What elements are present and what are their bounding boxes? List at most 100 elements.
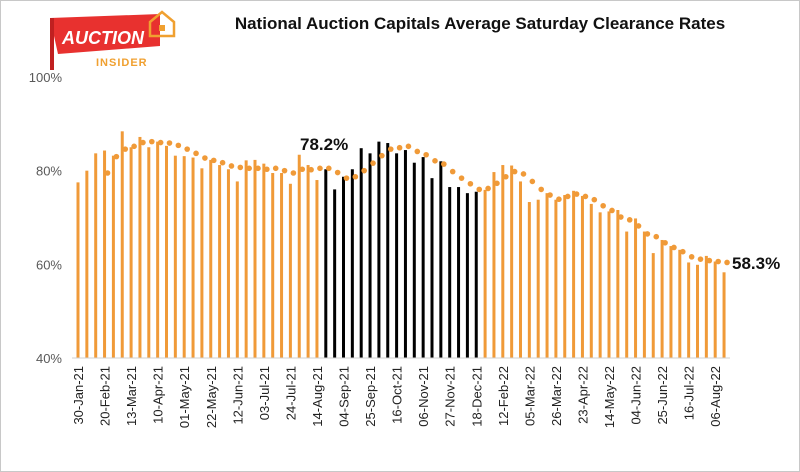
bar bbox=[350, 169, 354, 358]
bar bbox=[483, 189, 487, 358]
bar bbox=[519, 181, 522, 358]
bar bbox=[200, 168, 204, 358]
bar bbox=[103, 150, 107, 358]
trend-dot bbox=[573, 191, 580, 197]
trend-dot bbox=[175, 142, 182, 149]
bar bbox=[368, 153, 372, 358]
x-tick-label: 12-Jun-21 bbox=[230, 366, 245, 425]
bar bbox=[173, 155, 177, 358]
x-tick-label: 16-Jul-22 bbox=[682, 366, 697, 420]
x-tick-label: 10-Apr-21 bbox=[151, 366, 166, 424]
trend-dot bbox=[193, 150, 199, 157]
bars bbox=[76, 131, 726, 358]
y-tick-label: 80% bbox=[36, 164, 62, 179]
bar bbox=[288, 183, 292, 358]
bar bbox=[501, 165, 505, 358]
bar bbox=[324, 169, 328, 358]
trend-dot bbox=[688, 254, 695, 260]
bar bbox=[218, 165, 222, 358]
bar bbox=[359, 148, 363, 358]
trend-dot bbox=[626, 217, 633, 223]
trend-dot bbox=[529, 178, 536, 185]
bar bbox=[651, 253, 655, 358]
trend-dot bbox=[352, 173, 359, 180]
bar bbox=[120, 131, 124, 358]
trend-dot bbox=[547, 192, 553, 198]
trend-dot bbox=[485, 185, 491, 192]
bar bbox=[492, 172, 496, 358]
x-tick-label: 25-Jun-22 bbox=[655, 366, 670, 425]
bar bbox=[138, 136, 142, 358]
bar bbox=[342, 176, 345, 358]
bar bbox=[563, 195, 567, 358]
y-tick-label: 40% bbox=[36, 351, 62, 366]
bar bbox=[315, 180, 319, 358]
trend-dot bbox=[343, 175, 350, 181]
x-tick-label: 14-Aug-21 bbox=[310, 366, 325, 427]
trend-dot bbox=[361, 167, 368, 174]
bar bbox=[403, 150, 407, 358]
x-tick-label: 22-May-21 bbox=[204, 366, 219, 428]
trend-dot bbox=[609, 207, 615, 214]
bar bbox=[625, 231, 629, 358]
trend-dot bbox=[423, 151, 429, 158]
trend-dot bbox=[432, 158, 438, 164]
trend-dot bbox=[317, 165, 323, 172]
bar bbox=[589, 203, 593, 358]
trend-dot bbox=[724, 259, 730, 266]
trend-dot bbox=[520, 171, 527, 177]
bar bbox=[580, 195, 584, 358]
bar bbox=[111, 155, 115, 358]
bar bbox=[94, 153, 98, 358]
trend-dot bbox=[635, 223, 642, 229]
bar bbox=[271, 173, 275, 358]
x-tick-label: 24-Jul-21 bbox=[283, 366, 298, 420]
trend-dot bbox=[299, 166, 306, 173]
trend-dot bbox=[476, 186, 483, 193]
trend-dot bbox=[157, 139, 164, 146]
bar bbox=[147, 147, 151, 358]
bar bbox=[430, 178, 434, 358]
bar bbox=[226, 169, 230, 358]
bar bbox=[209, 159, 213, 358]
bar bbox=[713, 261, 717, 358]
bar bbox=[510, 165, 514, 358]
bar bbox=[182, 156, 186, 358]
trend-dot bbox=[326, 165, 332, 172]
bar bbox=[660, 239, 664, 358]
annotation-start-value: 78.2% bbox=[300, 135, 348, 154]
annotations: 78.2% 58.3% bbox=[300, 135, 780, 273]
trend-dot bbox=[131, 143, 137, 150]
trend-dot bbox=[715, 258, 721, 265]
bar bbox=[280, 173, 284, 358]
x-axis: 30-Jan-21 20-Feb-21 13-Mar-21 10-Apr-21 01-M… bbox=[71, 366, 723, 428]
trend-dot bbox=[255, 165, 261, 172]
trend-dot bbox=[591, 196, 598, 203]
trend-dots bbox=[104, 138, 730, 266]
trend-dot bbox=[644, 231, 651, 237]
x-tick-label: 06-Aug-22 bbox=[708, 366, 723, 427]
trend-dot bbox=[122, 146, 129, 152]
bar bbox=[333, 189, 337, 358]
bar bbox=[554, 199, 558, 358]
bar bbox=[235, 181, 239, 358]
logo-text: AUCTION bbox=[61, 28, 145, 48]
bar bbox=[474, 191, 478, 358]
trend-dot bbox=[662, 239, 668, 246]
bar bbox=[572, 190, 576, 358]
bar bbox=[262, 163, 266, 358]
trend-dot bbox=[671, 244, 677, 251]
trend-dot bbox=[149, 138, 155, 145]
bar bbox=[306, 165, 310, 358]
trend-dot bbox=[538, 186, 544, 193]
x-tick-label: 03-Jul-21 bbox=[257, 366, 272, 420]
trend-dot bbox=[264, 166, 270, 173]
trend-dot bbox=[414, 148, 421, 155]
trend-dot bbox=[653, 233, 660, 240]
bar bbox=[156, 141, 160, 358]
trend-dot bbox=[441, 161, 447, 167]
x-tick-label: 30-Jan-21 bbox=[71, 366, 86, 425]
bar bbox=[678, 249, 682, 358]
trend-dot bbox=[396, 144, 403, 151]
